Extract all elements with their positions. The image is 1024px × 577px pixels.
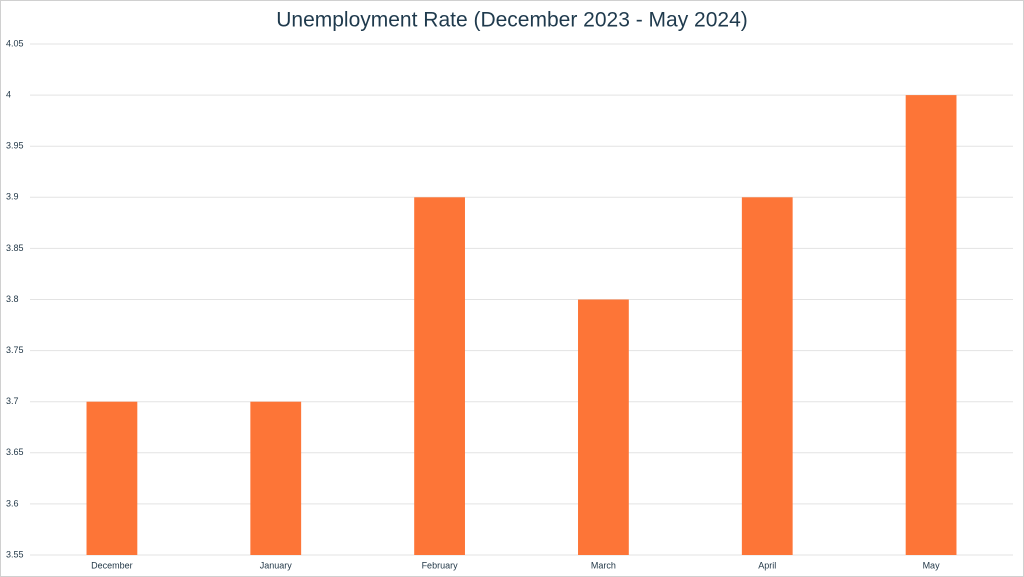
y-tick-label: 4.05: [6, 38, 24, 48]
y-tick-label: 3.8: [6, 294, 19, 304]
y-tick-label: 3.6: [6, 498, 19, 508]
x-tick-label: May: [923, 560, 941, 570]
y-tick-label: 3.55: [6, 549, 24, 559]
x-tick-label: February: [422, 560, 459, 570]
y-tick-label: 3.75: [6, 345, 24, 355]
y-tick-label: 3.65: [6, 447, 24, 457]
bar: [578, 299, 629, 555]
x-tick-label: April: [758, 560, 776, 570]
bar: [250, 401, 302, 555]
y-tick-label: 3.7: [6, 396, 19, 406]
bar: [414, 197, 465, 556]
y-tick-label: 4: [6, 89, 11, 99]
y-tick-label: 3.85: [6, 243, 24, 253]
chart-title: Unemployment Rate (December 2023 - May 2…: [276, 9, 748, 32]
bar: [741, 197, 793, 556]
x-tick-label: January: [260, 560, 293, 570]
y-tick-label: 3.95: [6, 141, 24, 151]
x-tick-label: December: [91, 560, 133, 570]
y-tick-label: 3.9: [6, 192, 19, 202]
bar: [86, 401, 138, 555]
x-tick-label: March: [591, 560, 616, 570]
bar: [905, 95, 957, 555]
